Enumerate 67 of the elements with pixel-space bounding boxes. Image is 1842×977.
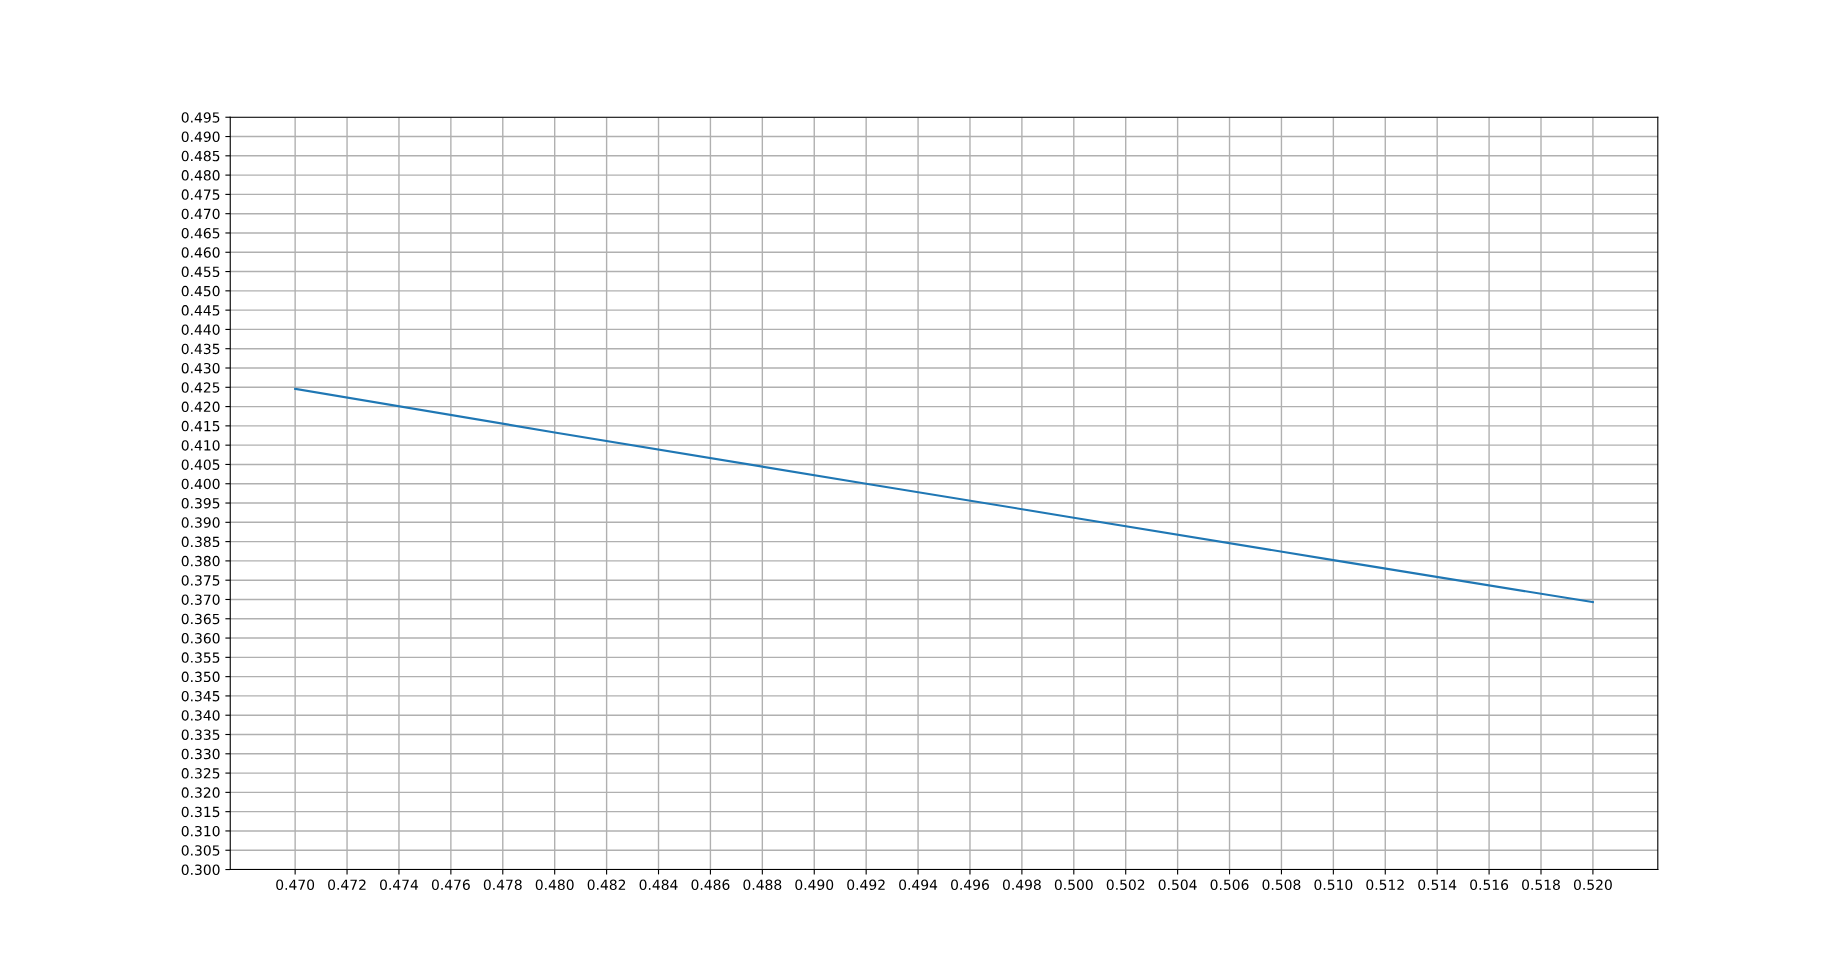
y-tick-label: 0.470 (181, 208, 220, 220)
y-tick-label: 0.325 (181, 768, 220, 779)
y-tick-label: 0.315 (181, 806, 220, 818)
y-tick-label: 0.475 (181, 189, 220, 200)
y-tick-label: 0.385 (181, 536, 220, 548)
y-tick-label: 0.305 (181, 845, 220, 856)
x-tick-label: 0.498 (1002, 879, 1041, 890)
x-tick-label: 0.476 (431, 879, 470, 890)
y-tick-label: 0.425 (181, 382, 220, 393)
x-tick-label: 0.480 (535, 879, 574, 890)
y-tick-label: 0.495 (181, 112, 220, 123)
x-tick-label: 0.496 (951, 879, 989, 890)
x-tick-label: 0.500 (1054, 879, 1093, 890)
x-tick-label: 0.494 (899, 879, 938, 890)
y-tick-label: 0.340 (181, 710, 220, 721)
x-tick-label: 0.508 (1262, 879, 1301, 890)
y-tick-label: 0.360 (181, 633, 220, 644)
y-tick-label: 0.400 (181, 478, 220, 490)
x-tick-label: 0.512 (1366, 879, 1404, 890)
y-tick-label: 0.320 (181, 787, 220, 798)
y-tick-label: 0.420 (181, 401, 220, 413)
y-tick-label: 0.445 (181, 305, 220, 316)
y-tick-label: 0.455 (181, 266, 220, 278)
x-tick-label: 0.490 (795, 879, 834, 890)
x-tick-label: 0.518 (1522, 879, 1560, 890)
y-tick-label: 0.370 (181, 594, 220, 605)
y-tick-label: 0.345 (181, 690, 220, 702)
y-tick-label: 0.300 (181, 864, 220, 875)
line-series (294, 387, 1594, 604)
y-tick-label: 0.430 (181, 362, 220, 374)
y-tick-label: 0.380 (181, 555, 220, 567)
x-tick-label: 0.484 (639, 879, 678, 890)
x-tick-label: 0.514 (1418, 879, 1457, 890)
x-tick-label: 0.474 (380, 879, 419, 890)
y-tick-label: 0.410 (181, 440, 220, 451)
y-tick-label: 0.395 (181, 498, 220, 509)
y-tick-label: 0.310 (181, 825, 220, 837)
y-tick-label: 0.375 (181, 575, 220, 586)
y-tick-label: 0.415 (181, 420, 220, 432)
x-tick-label: 0.516 (1470, 879, 1509, 890)
y-tick-label: 0.335 (181, 729, 220, 740)
x-tick-label: 0.486 (691, 879, 730, 890)
y-tick-label: 0.350 (181, 671, 220, 683)
x-tick-label: 0.488 (743, 879, 782, 890)
y-tick-label: 0.390 (181, 517, 220, 528)
x-tick-label: 0.472 (328, 879, 366, 890)
x-tick-label: 0.470 (276, 879, 315, 890)
y-tick-label: 0.435 (181, 343, 220, 355)
x-tick-label: 0.478 (483, 879, 522, 890)
x-tick-label: 0.502 (1106, 879, 1145, 890)
x-tick-label: 0.520 (1573, 879, 1612, 890)
x-tick-label: 0.492 (847, 879, 885, 890)
y-tick-label: 0.330 (181, 748, 220, 760)
y-tick-label: 0.460 (181, 247, 220, 258)
y-tick-label: 0.485 (181, 150, 220, 162)
y-tick-label: 0.365 (181, 613, 220, 625)
x-tick-label: 0.510 (1314, 879, 1353, 890)
y-tick-label: 0.490 (181, 131, 220, 142)
x-tick-label: 0.506 (1210, 879, 1249, 890)
y-tick-label: 0.450 (181, 285, 220, 297)
y-tick-label: 0.440 (181, 324, 220, 335)
y-tick-label: 0.465 (181, 227, 220, 239)
x-tick-label: 0.482 (587, 879, 626, 890)
y-tick-label: 0.480 (181, 170, 220, 181)
y-tick-label: 0.405 (181, 459, 220, 470)
x-tick-label: 0.504 (1158, 879, 1197, 890)
y-tick-label: 0.355 (181, 652, 220, 663)
